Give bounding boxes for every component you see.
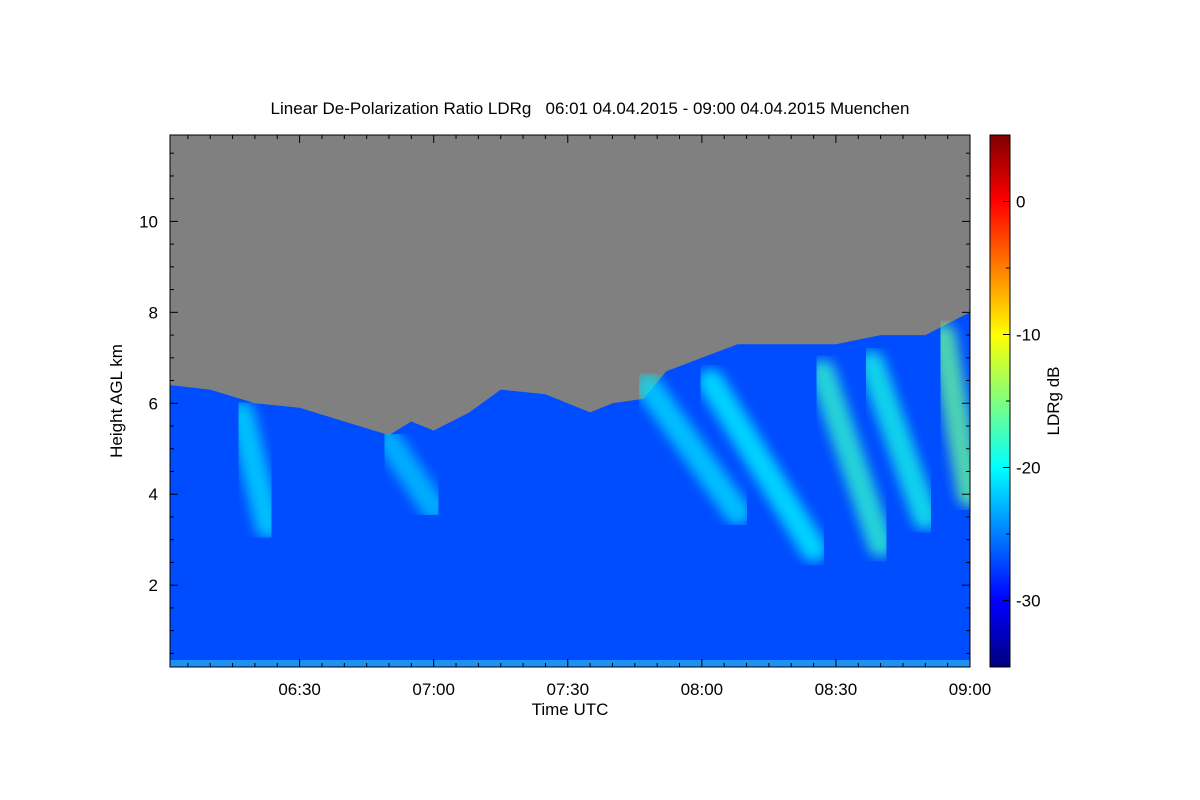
fall-streak-5: [809, 359, 894, 558]
x-tick-label: 08:30: [815, 680, 858, 699]
x-axis-label: Time UTC: [532, 700, 609, 719]
fall-streak-4: [697, 368, 827, 562]
fall-streak-2: [375, 428, 447, 521]
x-tick-label: 07:30: [546, 680, 589, 699]
fall-streak-1: [228, 400, 282, 540]
y-tick-label: 4: [149, 485, 158, 504]
colorbar-axis: 0 -10 -20 -30: [1003, 134, 1041, 668]
colorbar-tick-label: 0: [1016, 193, 1025, 212]
y-axis: 2 4 6 8 10: [139, 152, 970, 654]
y-tick-label: 6: [149, 394, 158, 413]
chart-title: Linear De-Polarization Ratio LDRg 06:01 …: [271, 99, 910, 118]
fall-streaks: [228, 323, 970, 562]
x-axis: 06:30 07:00 07:30 08:00 08:30 09:00: [187, 135, 992, 699]
plot-frame: [169, 134, 971, 668]
y-tick-label: 2: [149, 576, 158, 595]
plot-area: [170, 312, 970, 667]
colorbar-label: LDRg dB: [1044, 367, 1063, 436]
fall-streak-6: [858, 350, 939, 530]
y-tick-label: 10: [139, 212, 158, 231]
x-tick-label: 08:00: [681, 680, 724, 699]
y-axis-label: Height AGL km: [107, 344, 126, 458]
x-tick-label: 09:00: [949, 680, 992, 699]
ground-layer: [170, 660, 970, 667]
colorbar-tick-label: -10: [1016, 326, 1041, 345]
x-tick-label: 06:30: [278, 680, 321, 699]
colorbar-tick-label: -20: [1016, 459, 1041, 478]
fall-streak-3: [635, 373, 751, 526]
y-tick-label: 8: [149, 303, 158, 322]
colorbar-tick-label: -30: [1016, 592, 1041, 611]
fall-streak-7: [930, 323, 970, 508]
x-tick-label: 07:00: [412, 680, 455, 699]
cloud-region: [170, 312, 970, 667]
